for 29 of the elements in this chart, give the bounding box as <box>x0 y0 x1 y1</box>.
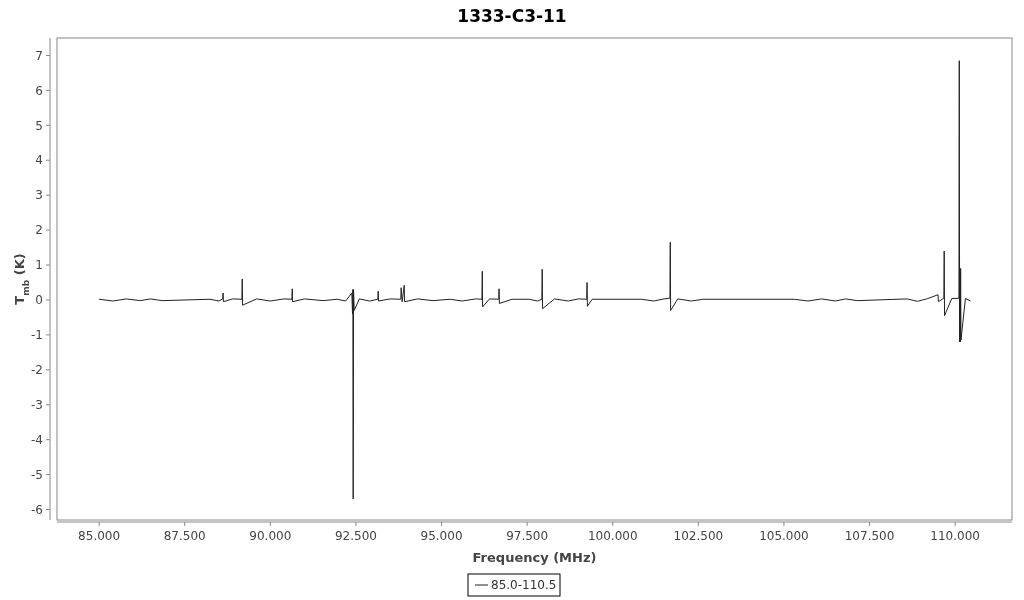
y-tick-label: -5 <box>31 467 43 482</box>
x-tick-label: 97.500 <box>506 529 549 543</box>
x-tick-label: 87.500 <box>163 529 206 543</box>
y-tick-label: 3 <box>35 188 43 203</box>
y-tick-label: 5 <box>35 118 43 133</box>
legend-label: 85.0-110.5 <box>491 578 557 592</box>
y-tick-label: -3 <box>31 397 43 412</box>
y-tick-label: 7 <box>35 48 43 63</box>
x-tick-label: 102.500 <box>673 529 724 543</box>
x-tick-label: 90.000 <box>249 529 292 543</box>
x-tick-label: 92.500 <box>334 529 377 543</box>
line-series <box>98 60 972 500</box>
y-tick-label: -1 <box>31 328 43 343</box>
y-tick-label: 4 <box>35 153 43 168</box>
y-tick-label: 1 <box>35 258 43 273</box>
chart-title: 1333-C3-11 <box>457 6 567 26</box>
x-tick-label: 100.000 <box>587 529 638 543</box>
y-tick-label: 0 <box>35 293 43 308</box>
x-tick-label: 110.000 <box>930 529 980 543</box>
y-tick-label: -6 <box>31 502 43 517</box>
y-tick-label: -4 <box>31 432 43 447</box>
x-axis-title: Frequency (MHz) <box>472 550 597 565</box>
x-tick-label: 105.000 <box>759 529 809 543</box>
x-tick-label: 95.000 <box>420 529 463 543</box>
y-tick-label: 6 <box>35 83 43 98</box>
x-tick-label: 107.500 <box>844 529 895 543</box>
y-tick-label: 2 <box>35 223 43 238</box>
x-tick-label: 85.000 <box>78 529 121 543</box>
y-tick-label: -2 <box>31 363 43 378</box>
